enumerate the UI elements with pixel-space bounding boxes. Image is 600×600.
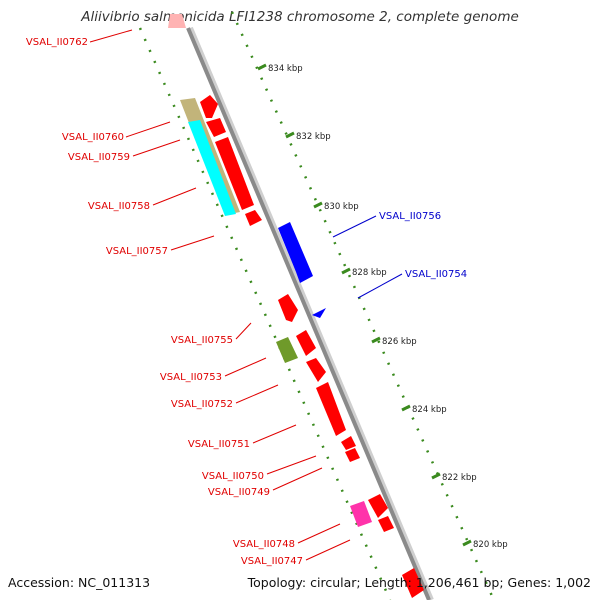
gene-vsal-ii0753[interactable] (296, 330, 316, 356)
gene-vsal-ii0747[interactable] (378, 516, 394, 532)
gene-vsal-ii0754[interactable] (312, 308, 326, 318)
gene-label[interactable]: VSAL_II0759 (68, 152, 130, 163)
cds-vsal-ii0759[interactable] (188, 120, 236, 216)
scale-tick-label: 828 kbp (352, 268, 387, 278)
scale-tick-mark (257, 63, 267, 71)
scale-tick-mark (341, 267, 351, 275)
gene-label-leader (357, 273, 403, 299)
scale-tick-label: 822 kbp (442, 473, 477, 483)
left-guide-rail (138, 27, 392, 600)
gene-label-leader (132, 139, 181, 157)
cds-vsal-ii0748[interactable] (350, 501, 372, 527)
accession-text: Accession: NC_011313 (8, 575, 151, 590)
gene-label-leader (170, 235, 215, 251)
scale-ticks: 834 kbp 832 kbp 830 kbp 828 kbp 826 kbp 824 k… (257, 63, 508, 550)
scale-tick-mark (285, 131, 295, 139)
gene-label-leader (152, 187, 197, 206)
gene-vsal-ii0751[interactable] (316, 382, 346, 436)
gene-label-leader (252, 424, 297, 444)
gene-label-leader (332, 215, 377, 238)
gene-label-leader (305, 539, 351, 561)
gene-label-leader (266, 455, 317, 475)
gene-labels: VSAL_II0762 VSAL_II0760 VSAL_II0759 VSAL_II… (26, 29, 467, 567)
gene-label[interactable]: VSAL_II0752 (171, 399, 233, 410)
gene-vsal-ii0760-arrow[interactable] (200, 95, 218, 118)
gene-label-leader (224, 357, 267, 377)
gene-label[interactable]: VSAL_II0753 (160, 372, 222, 383)
gene-label[interactable]: VSAL_II0758 (88, 201, 150, 212)
gene-vsal-ii0749[interactable] (345, 448, 360, 462)
gene-label[interactable]: VSAL_II0751 (188, 439, 250, 450)
gene-bottom-partial[interactable] (402, 568, 424, 598)
gene-label[interactable]: VSAL_II0755 (171, 335, 233, 346)
gene-label[interactable]: VSAL_II0756 (379, 211, 441, 222)
gene-label-leader (89, 29, 133, 43)
map-title: Aliivibrio salmonicida LFI1238 chromosom… (81, 9, 519, 25)
gene-label[interactable]: VSAL_II0748 (233, 539, 295, 550)
gene-vsal-ii0756[interactable] (278, 222, 313, 283)
cds-vsal-ii0753[interactable] (276, 337, 298, 363)
gene-vsal-ii0757[interactable] (245, 210, 262, 226)
scale-tick-label: 830 kbp (324, 202, 359, 212)
gene-label[interactable]: VSAL_II0754 (405, 269, 467, 280)
gene-label[interactable]: VSAL_II0749 (208, 487, 270, 498)
gene-label[interactable]: VSAL_II0757 (106, 246, 168, 257)
gene-label[interactable]: VSAL_II0762 (26, 37, 88, 48)
gene-vsal-ii0755[interactable] (278, 294, 298, 322)
sequence-backbone (186, 27, 431, 600)
gene-label-leader (125, 121, 171, 138)
gene-vsal-ii0752[interactable] (306, 358, 326, 382)
scale-tick-mark (462, 539, 472, 547)
scale-tick-label: 834 kbp (268, 64, 303, 74)
gene-label[interactable]: VSAL_II0747 (241, 556, 303, 567)
topology-text: Topology: circular; Length: 1,206,461 bp… (247, 575, 591, 590)
scale-tick-mark (313, 201, 323, 209)
gene-label-leader (235, 322, 252, 340)
gene-feature-vsal-ii0762[interactable] (168, 14, 186, 28)
gene-vsal-ii0750[interactable] (341, 436, 356, 450)
scale-tick-mark (431, 472, 441, 480)
gene-vsal-ii0758[interactable] (215, 137, 254, 210)
scale-tick-label: 832 kbp (296, 132, 331, 142)
gene-vsal-ii0748[interactable] (368, 494, 388, 518)
gene-label-leader (235, 384, 279, 404)
gene-label-leader (297, 523, 341, 544)
gene-label-leader (272, 467, 323, 491)
gene-label[interactable]: VSAL_II0760 (62, 132, 124, 143)
scale-tick-mark (371, 336, 381, 344)
gene-label[interactable]: VSAL_II0750 (202, 471, 264, 482)
gene-features (168, 14, 424, 598)
gene-vsal-ii0759-arrow[interactable] (206, 118, 226, 137)
scale-tick-label: 824 kbp (412, 405, 447, 415)
scale-tick-label: 820 kbp (473, 540, 508, 550)
scale-tick-label: 826 kbp (382, 337, 417, 347)
scale-tick-mark (401, 404, 411, 412)
